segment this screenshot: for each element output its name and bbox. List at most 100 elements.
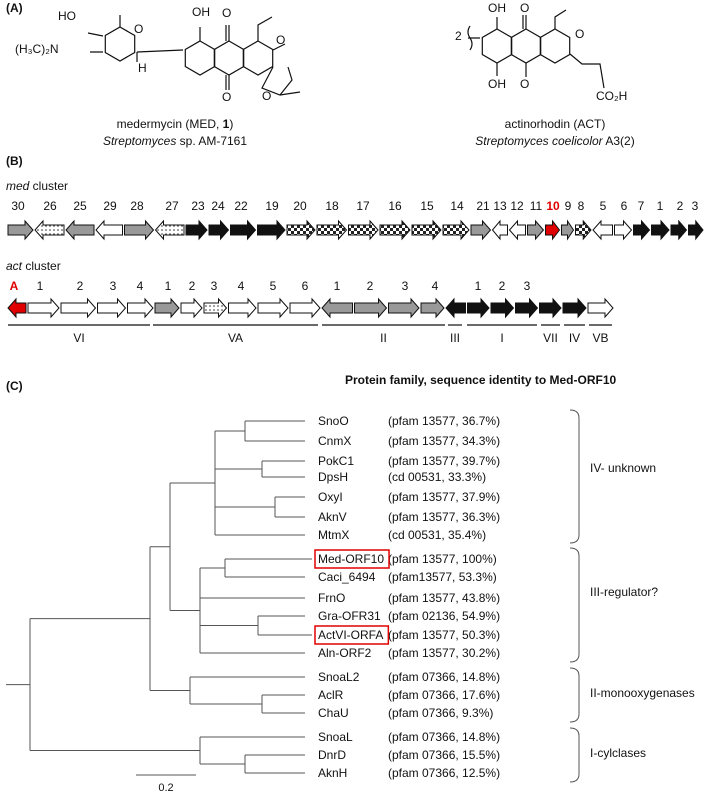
- leaf-family: (pfam 07366, 15.5%): [388, 748, 500, 762]
- leaf-family: (pfam 07366, 12.5%): [388, 766, 500, 780]
- clade-label: II-monooxygenases: [590, 686, 695, 700]
- cluster-word: cluster: [22, 259, 61, 273]
- atom-label: CO₂H: [596, 89, 627, 103]
- bond: [539, 28, 571, 64]
- atom-label: H: [138, 61, 147, 75]
- gene-arrow: [470, 219, 492, 241]
- gene-label: 15: [420, 199, 434, 213]
- group-label: I: [500, 331, 503, 345]
- gene-label: 25: [73, 199, 87, 213]
- atom-label: O: [222, 6, 231, 20]
- clade-bracket: [569, 667, 580, 723]
- gene-arrow: [442, 219, 470, 241]
- atom-label: O: [520, 1, 529, 15]
- gene-label: 2: [499, 279, 506, 293]
- organism: Streptomyces sp. AM-7161: [103, 134, 247, 148]
- leaf-family: (pfam 13577, 36.7%): [388, 414, 500, 428]
- gene-label: 6: [621, 199, 628, 213]
- leaf-name: FrnO: [318, 591, 345, 605]
- gene-label: 26: [43, 199, 57, 213]
- clade-label: I-cylclases: [590, 746, 646, 760]
- gene-arrow: [527, 219, 545, 241]
- name-part: actinorhodin (ACT): [505, 117, 606, 131]
- panel-label: (B): [6, 154, 23, 168]
- gene-label: 13: [493, 199, 507, 213]
- gene-arrow: [65, 219, 95, 241]
- leaf-family: (pfam 13577, 100%): [388, 552, 497, 566]
- cluster-title: med cluster: [6, 179, 68, 193]
- clade-bracket: [569, 547, 580, 663]
- leaf-family: (pfam 13577, 34.3%): [388, 434, 500, 448]
- cluster-name: act: [6, 259, 23, 273]
- gene-label: 20: [293, 199, 307, 213]
- gene-arrow: [180, 297, 203, 319]
- atom-label: OH: [488, 77, 506, 91]
- bond: [184, 40, 216, 76]
- clade-label: III-regulator?: [590, 585, 658, 599]
- organism-genus: Streptomyces coelicolor: [475, 134, 603, 148]
- panel-title: Protein family, sequence identity to Med…: [345, 373, 616, 387]
- name-part: medermycin (MED,: [117, 117, 223, 131]
- gene-arrow: [411, 219, 442, 241]
- bond: [87, 15, 301, 96]
- gene-label: 7: [638, 199, 645, 213]
- gene-arrow: [467, 297, 490, 319]
- panel-label: (C): [6, 379, 23, 393]
- leaf-name: ChaU: [318, 706, 349, 720]
- atom-label: O: [575, 27, 584, 41]
- organism: Streptomyces coelicolor A3(2): [475, 134, 634, 148]
- leaf-name: AclR: [318, 688, 344, 702]
- leaf-family: (pfam13577, 53.3%): [388, 570, 497, 584]
- organism-genus: Streptomyces: [103, 134, 176, 148]
- atom-label: O: [262, 89, 271, 103]
- leaf-family: (pfam 13577, 43.8%): [388, 591, 500, 605]
- leaf-family: (pfam 13577, 39.7%): [388, 454, 500, 468]
- group-label: III: [450, 331, 460, 345]
- cluster-name: med: [6, 179, 30, 193]
- gene-label: 30: [11, 199, 25, 213]
- gene-arrow: [208, 219, 230, 241]
- gene-label: 4: [238, 279, 245, 293]
- highlight-box: [314, 625, 390, 645]
- gene-label: 29: [103, 199, 117, 213]
- gene-arrow: [348, 219, 379, 241]
- leaf-name: DpsH: [318, 470, 348, 484]
- group-label: VII: [543, 331, 558, 345]
- gene-label: 14: [450, 199, 464, 213]
- gene-arrow: [562, 297, 587, 319]
- gene-arrow: [508, 219, 526, 241]
- atom-label: (H₃C)₂N: [15, 42, 59, 56]
- leaf-family: (pfam 13577, 30.2%): [388, 646, 500, 660]
- gene-arrow: [124, 219, 155, 241]
- gene-arrow: [127, 297, 154, 319]
- leaf-name: Aln-ORF2: [318, 646, 372, 660]
- clade-label: IV- unknown: [590, 461, 656, 475]
- leaf-name: OxyI: [318, 490, 343, 504]
- gene-label: 28: [130, 199, 144, 213]
- gene-arrow: [230, 219, 257, 241]
- gene-arrow: [316, 219, 348, 241]
- gene-label: 1: [165, 279, 172, 293]
- gene-arrow: [60, 297, 97, 319]
- cluster-word: cluster: [29, 179, 68, 193]
- compound-name: actinorhodin (ACT): [505, 117, 606, 131]
- leaf-name: SnoO: [318, 414, 349, 428]
- gene-arrow: [388, 297, 420, 319]
- gene-arrow: [228, 297, 257, 319]
- gene-arrow: [545, 219, 561, 241]
- atom-label: OH: [488, 1, 506, 15]
- bond: [510, 28, 542, 64]
- atom-label: O: [276, 33, 285, 47]
- gene-arrow: [670, 219, 688, 241]
- gene-arrow: [185, 219, 208, 241]
- gene-arrow: [34, 219, 65, 241]
- gene-arrow: [154, 297, 180, 319]
- gene-label: 22: [234, 199, 248, 213]
- gene-arrow: [539, 297, 562, 319]
- gene-arrow: [515, 297, 539, 319]
- gene-label: 4: [432, 279, 439, 293]
- group-label: VB: [592, 331, 608, 345]
- gene-label: 24: [211, 199, 225, 213]
